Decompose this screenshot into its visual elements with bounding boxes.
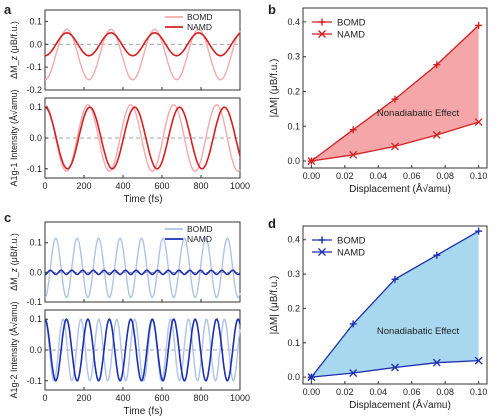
- panel-c-xtick-label: 200: [76, 393, 91, 403]
- panel-b-series-namd-point: [432, 130, 441, 139]
- panel-b-xtick-label: 0.10: [470, 171, 488, 181]
- panel-d-series-namd-point: [432, 358, 441, 367]
- panel-b-xtick-label: 0.00: [303, 171, 321, 181]
- panel-d-letter: d: [268, 216, 276, 231]
- panel-d-ytick-label: 0.1: [287, 338, 300, 348]
- panel-b-legend-marker-namd: [318, 30, 326, 38]
- panel-b-legend-label-namd: NAMD: [337, 30, 365, 41]
- panel-d-x-axis-label: Displacement (Å√amu): [349, 398, 451, 411]
- panel-d-xtick-label: 0.08: [436, 387, 454, 397]
- panel-d-frame: [302, 225, 488, 385]
- panel-a-bottom-series-namd-line: [44, 106, 241, 170]
- panel-b-ytick-label: 0.1: [287, 121, 300, 131]
- panel-b-x-axis-label: Displacement (Å√amu): [349, 182, 451, 195]
- panel-d-ytick-label: 0.3: [287, 269, 300, 279]
- panel-b-y-axis-label: |ΔM| (μB/f.u.): [269, 59, 280, 118]
- panel-b-series-namd-point: [349, 150, 358, 159]
- panel-c-xtick-label: 600: [154, 393, 169, 403]
- panel-a-legend-label-bomd: BOMD: [187, 12, 213, 22]
- panel-a-top-ytick-label: -0.2: [26, 85, 42, 95]
- panel-d-xtick-label: 0.02: [336, 387, 354, 397]
- panel-a-xtick-label: 600: [154, 181, 169, 191]
- panel-d-nonadiabatic-fill: [311, 231, 479, 378]
- panel-c-legend-label-namd: NAMD: [187, 234, 212, 244]
- panel-a-xtick-label: 200: [76, 181, 91, 191]
- panel-b-xtick-label: 0.02: [336, 171, 354, 181]
- panel-b-nonadiabatic-fill: [311, 25, 479, 162]
- panel-d-xtick-label: 0.06: [403, 387, 421, 397]
- panel-b-ytick-label: 0.4: [287, 17, 300, 27]
- panel-c-xtick-label: 0: [42, 393, 47, 403]
- panel-b-xtick-label: 0.04: [370, 171, 388, 181]
- panel-a-letter: a: [4, 2, 12, 17]
- panel-a-top-series-bomd-line: [45, 28, 241, 81]
- panel-d-series-namd-point: [349, 369, 358, 377]
- panel-d-ytick-label: 0.0: [287, 372, 300, 382]
- panel-a-bottom-ytick-label: -0.1: [26, 164, 42, 174]
- panel-a-xtick-label: 1000: [230, 181, 250, 191]
- panel-d-ytick-label: 0.2: [287, 303, 300, 313]
- panel-c-top-ytick-label: 0.0: [29, 267, 42, 277]
- panel-c-xtick-label: 400: [115, 393, 130, 403]
- panel-a-bottom-ytick-label: 0.0: [29, 133, 42, 143]
- panel-a-top-y-axis-label: ΔM_z (μB/f.u.): [9, 21, 19, 79]
- panel-c-top-ytick-label: 0.1: [29, 238, 42, 248]
- panel-a-xtick-label: 0: [42, 181, 47, 191]
- panel-d-annotation: Nonadiabatic Effect: [377, 326, 460, 337]
- panel-d-xtick-label: 0.00: [303, 387, 321, 397]
- panel-b-ytick-label: 0.2: [287, 86, 300, 96]
- panel-a-bottom-ytick-label: 0.1: [29, 102, 42, 112]
- panel-d-legend-label-namd: NAMD: [337, 248, 365, 259]
- panel-b-xtick-label: 0.06: [403, 171, 421, 181]
- panel-d-legend-marker-namd: [318, 248, 326, 256]
- panel-a-x-axis-label: Time (fs): [123, 194, 162, 205]
- panel-c-bottom-ytick-label: 0.1: [29, 314, 42, 324]
- panel-c-x-axis-label: Time (fs): [123, 406, 162, 417]
- panel-c-bottom-series-namd-line: [44, 318, 241, 382]
- panel-d-ytick-label: 0.4: [287, 235, 300, 245]
- panel-a-legend-label-namd: NAMD: [187, 22, 212, 32]
- panel-d-series-namd-point: [474, 356, 483, 365]
- panel-d-xtick-label: 0.10: [470, 387, 488, 397]
- panel-a-bottom-y-axis-label: A1g-1 Intensity (Å√amu): [9, 90, 19, 187]
- panel-b-letter: b: [268, 2, 276, 17]
- panel-a-top-series-namd-line: [45, 32, 241, 57]
- panel-c-letter: c: [4, 210, 11, 225]
- panel-b-frame: [302, 7, 488, 169]
- panel-d-y-axis-label: |ΔM| (μB/f.u.): [269, 276, 280, 335]
- panel-d-series-namd-point: [391, 363, 399, 372]
- panel-c-top-series-bomd-line: [44, 237, 241, 299]
- panel-c-bottom-y-axis-label: A1g-2 Intensity (Å√amu): [9, 302, 19, 399]
- panel-c-top-ytick-label: -0.1: [26, 297, 42, 307]
- panel-d-legend-label-bomd: BOMD: [337, 236, 366, 247]
- panel-b-ytick-label: 0.0: [287, 156, 300, 166]
- panel-b-legend-label-bomd: BOMD: [337, 18, 366, 29]
- panel-a-top-ytick-label: 0.1: [29, 16, 42, 26]
- panel-b-xtick-label: 0.08: [436, 171, 454, 181]
- panel-c-xtick-label: 1000: [230, 393, 250, 403]
- panel-b-annotation: Nonadiabatic Effect: [377, 108, 460, 119]
- panel-c-xtick-label: 800: [193, 393, 208, 403]
- panel-b-series-namd-point: [391, 142, 399, 151]
- panel-c-top-series-namd-line: [45, 269, 241, 276]
- panel-a-xtick-label: 400: [115, 181, 130, 191]
- panel-c-top-frame: [44, 221, 241, 303]
- panel-b-ytick-label: 0.3: [287, 52, 300, 62]
- panel-a-bottom-series-bomd-line: [45, 104, 241, 172]
- panel-d-series-namd-point: [307, 373, 316, 382]
- panel-a-top-ytick-label: 0.0: [29, 39, 42, 49]
- panel-c-bottom-ytick-label: 0.0: [29, 345, 42, 355]
- panel-c-legend-label-bomd: BOMD: [187, 224, 213, 234]
- panel-a-xtick-label: 800: [193, 181, 208, 191]
- panel-c-bottom-ytick-label: -0.1: [26, 376, 42, 386]
- panel-d-xtick-label: 0.04: [370, 387, 388, 397]
- panel-a-top-frame: [44, 9, 241, 91]
- panel-c-top-y-axis-label: ΔM_z (μB/f.u.): [9, 233, 19, 291]
- panel-a-top-ytick-label: -0.1: [26, 62, 42, 72]
- panel-b-series-namd-point: [307, 157, 316, 166]
- panel-b-series-namd-point: [474, 118, 483, 127]
